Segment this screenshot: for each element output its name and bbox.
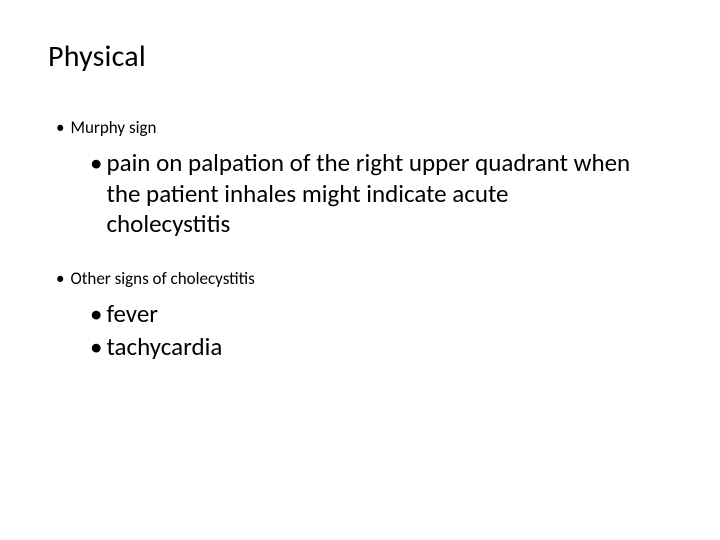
bullet-icon: • [56,117,64,138]
slide: Physical • Murphy sign • pain on palpatio… [0,0,720,540]
bullet-text: pain on palpation of the right upper qua… [106,148,632,240]
bullet-icon: • [90,148,102,179]
bullet-level1: • Other signs of cholecystitis [56,268,672,289]
bullet-icon: • [56,268,64,289]
bullet-level2: • tachycardia [90,332,632,363]
bullet-text: Other signs of cholecystitis [70,268,254,289]
slide-title: Physical [48,38,672,75]
bullet-text: fever [106,299,632,330]
bullet-text: tachycardia [106,332,632,363]
bullet-icon: • [90,299,102,330]
bullet-level2: • fever [90,299,632,330]
bullet-text: Murphy sign [70,117,156,138]
bullet-level1: • Murphy sign [56,117,672,138]
bullet-level2: • pain on palpation of the right upper q… [90,148,632,240]
bullet-icon: • [90,332,102,363]
